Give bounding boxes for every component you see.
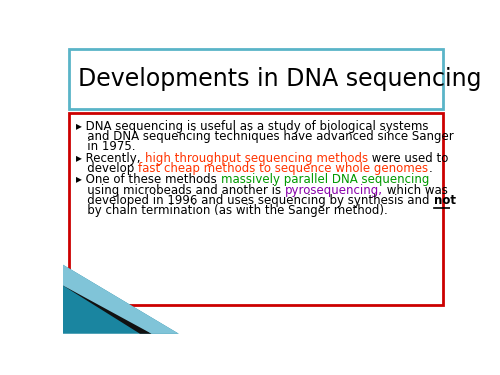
Text: massively parallel DNA sequencing: massively parallel DNA sequencing <box>221 173 430 186</box>
Text: fast cheap methods to sequence whole genomes: fast cheap methods to sequence whole gen… <box>138 162 428 175</box>
FancyBboxPatch shape <box>68 113 443 305</box>
Text: Developments in DNA sequencing: Developments in DNA sequencing <box>78 67 481 91</box>
Text: ▸ Recently,: ▸ Recently, <box>76 152 144 165</box>
Text: pyrosequencing,: pyrosequencing, <box>286 184 384 196</box>
Text: high throughput sequencing methods: high throughput sequencing methods <box>144 152 368 165</box>
FancyBboxPatch shape <box>68 49 443 109</box>
Text: developed in 1996 and uses sequencing by synthesis and: developed in 1996 and uses sequencing by… <box>76 194 434 207</box>
Text: were used to: were used to <box>368 152 448 165</box>
Text: ▸ One of these methods: ▸ One of these methods <box>76 173 221 186</box>
Polygon shape <box>62 264 179 334</box>
Text: and DNA sequencing techniques have advanced since Sanger: and DNA sequencing techniques have advan… <box>76 130 454 143</box>
Text: which was: which was <box>384 184 448 196</box>
Text: .: . <box>428 162 432 175</box>
Polygon shape <box>62 264 179 334</box>
Text: in 1975.: in 1975. <box>76 141 136 153</box>
Text: ▸ DNA sequencing is useful as a study of biological systems: ▸ DNA sequencing is useful as a study of… <box>76 120 429 133</box>
Polygon shape <box>62 276 152 334</box>
Text: develop: develop <box>76 162 138 175</box>
Text: not: not <box>434 194 456 207</box>
Text: by chain termination (as with the Sanger method).: by chain termination (as with the Sanger… <box>76 204 388 218</box>
Text: using microbeads and another is: using microbeads and another is <box>76 184 286 196</box>
